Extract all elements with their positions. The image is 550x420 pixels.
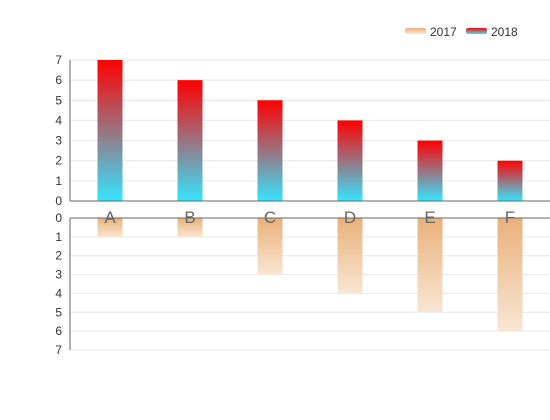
category-label-d: D	[344, 208, 356, 227]
bottom-y-tick-label: 4	[55, 286, 62, 300]
bottom-panel-grid	[70, 217, 550, 351]
category-label-e: E	[424, 208, 435, 227]
bar-2017-b[interactable]	[177, 218, 203, 237]
legend-label-2017[interactable]: 2017	[430, 25, 457, 39]
top-y-tick-label: 2	[55, 154, 62, 168]
bottom-y-tick-label: 2	[55, 249, 62, 263]
bar-2018-b[interactable]	[177, 80, 203, 201]
top-y-tick-label: 3	[55, 134, 62, 148]
bar-2018-a[interactable]	[97, 60, 123, 201]
bottom-y-tick-label: 0	[55, 211, 62, 225]
axes	[69, 60, 550, 350]
category-label-a: A	[104, 208, 116, 227]
top-panel-grid	[70, 59, 550, 202]
category-label-b: B	[184, 208, 195, 227]
legend-swatch-2017[interactable]	[405, 28, 426, 34]
bar-2018-e[interactable]	[417, 140, 443, 201]
bottom-y-tick-label: 6	[55, 324, 62, 338]
bottom-y-tick-label: 1	[55, 230, 62, 244]
bar-2017-e[interactable]	[417, 218, 443, 313]
category-label-f: F	[505, 208, 515, 227]
bar-2018-f[interactable]	[497, 160, 523, 201]
bar-2017-c[interactable]	[257, 218, 283, 275]
bar-2017-f[interactable]	[497, 218, 523, 332]
top-y-tick-label: 1	[55, 174, 62, 188]
top-y-tick-label: 0	[55, 194, 62, 208]
legend-label-2018[interactable]: 2018	[491, 25, 518, 39]
category-labels: A B C D E F	[104, 208, 515, 227]
bottom-y-tick-label: 7	[55, 343, 62, 357]
top-y-tick-label: 4	[55, 113, 62, 127]
category-label-c: C	[264, 208, 276, 227]
bar-2017-d[interactable]	[337, 218, 363, 294]
bar-2017-a[interactable]	[97, 218, 123, 237]
bottom-y-tick-label: 5	[55, 305, 62, 319]
top-panel-y-ticks: 0 1 2 3 4 5 6 7	[55, 53, 62, 208]
bottom-panel-y-ticks: 0 1 2 3 4 5 6 7	[55, 211, 62, 357]
top-panel-bars	[97, 60, 523, 201]
bar-2018-d[interactable]	[337, 120, 363, 201]
top-y-tick-label: 7	[55, 53, 62, 67]
top-y-tick-label: 6	[55, 73, 62, 87]
legend[interactable]: 2017 2018	[405, 25, 518, 39]
bottom-y-tick-label: 3	[55, 268, 62, 282]
legend-swatch-2018[interactable]	[466, 28, 487, 34]
top-y-tick-label: 5	[55, 93, 62, 107]
bottom-panel-bars	[97, 218, 523, 332]
bar-2018-c[interactable]	[257, 100, 283, 201]
